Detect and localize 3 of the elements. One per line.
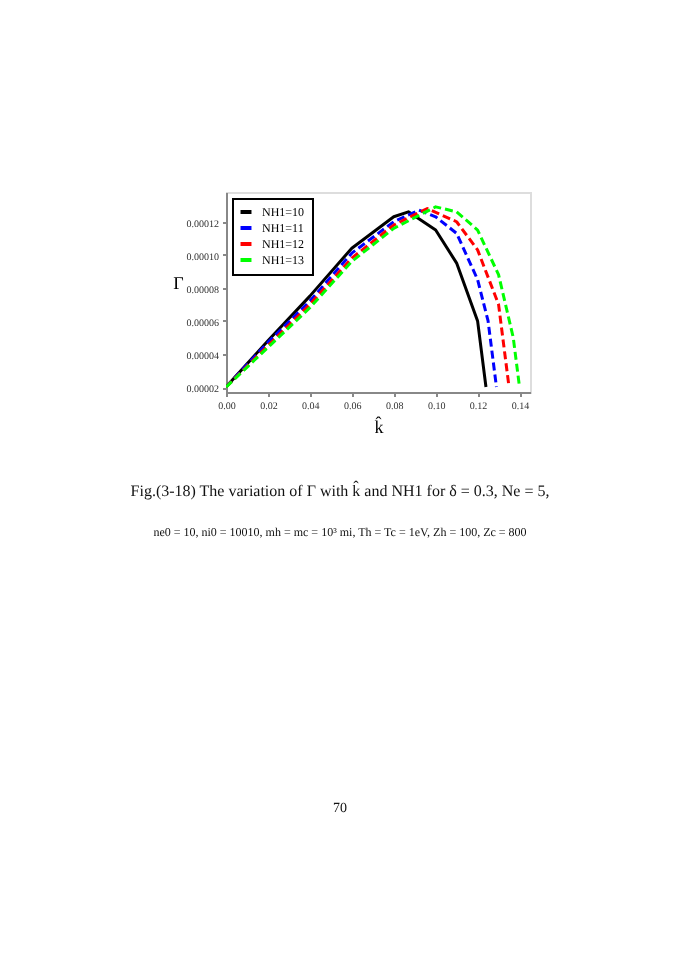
y-axis-title: Γ bbox=[173, 273, 184, 293]
text: Fig.(3-18) The variation of Γ with k̂ and NH1 for δ = 0.3, Ne = 5, bbox=[130, 480, 550, 500]
x-axis-title: k̂ bbox=[374, 414, 385, 437]
